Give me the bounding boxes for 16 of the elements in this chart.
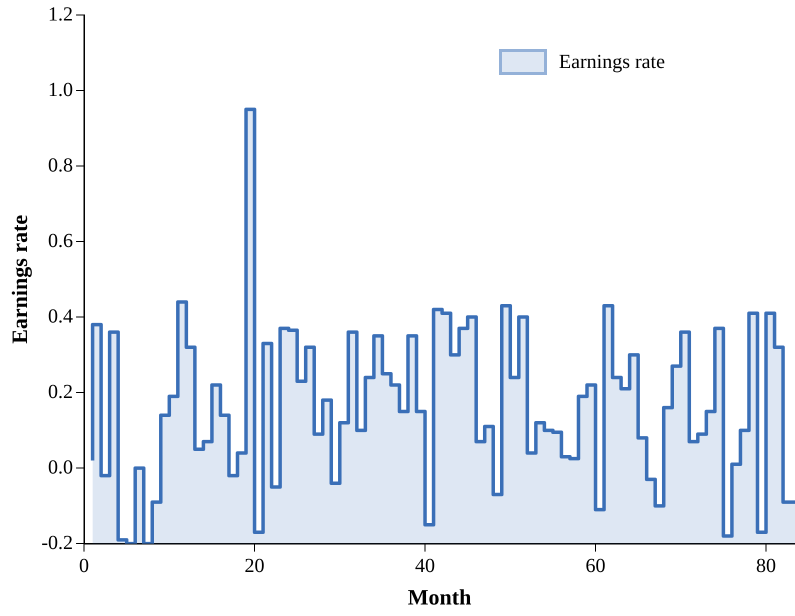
y-tick-label: 0.2 xyxy=(48,380,74,403)
x-tick-label: 40 xyxy=(415,554,436,577)
y-tick-label: 0.4 xyxy=(48,305,74,328)
legend-label: Earnings rate xyxy=(558,50,665,74)
x-tick-label: 60 xyxy=(586,554,606,577)
y-tick-label: 0.8 xyxy=(48,154,74,176)
x-tick-label: 80 xyxy=(756,554,776,577)
y-tick-label: 1.2 xyxy=(48,3,74,26)
x-tick-label: 0 xyxy=(79,554,90,577)
x-tick-label: 20 xyxy=(244,554,265,577)
x-axis-title: Month xyxy=(408,584,472,610)
y-tick-label: 1.0 xyxy=(48,78,74,101)
y-tick-label: 0.0 xyxy=(48,456,74,478)
y-axis-title: Earnings rate xyxy=(6,214,32,344)
y-tick-label: 0.6 xyxy=(48,230,74,252)
y-tick-label: -0.2 xyxy=(41,532,74,554)
